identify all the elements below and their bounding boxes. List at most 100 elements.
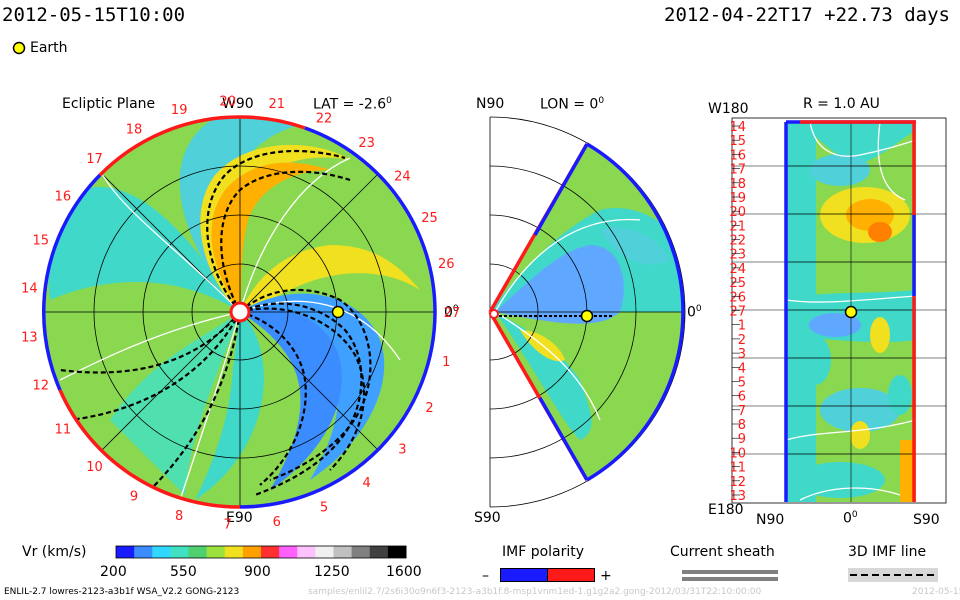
carrington-label: 10 bbox=[86, 460, 103, 475]
meridional-bottom-label: S90 bbox=[474, 510, 501, 526]
map-y-label: 12 bbox=[729, 475, 746, 490]
map-y-label: 27 bbox=[729, 305, 746, 320]
map-top-label: W180 bbox=[708, 101, 749, 117]
current-sheath-swatch-1 bbox=[682, 570, 778, 574]
map-y-label: 24 bbox=[729, 262, 746, 277]
earth-marker-map bbox=[844, 305, 858, 319]
map-y-label: 1 bbox=[738, 319, 746, 334]
colorbar-segment bbox=[134, 546, 153, 558]
colorbar-segment bbox=[387, 546, 407, 558]
carrington-label: 24 bbox=[394, 170, 411, 185]
map-polarity-edges bbox=[784, 120, 916, 502]
colorbar-tick-1: 550 bbox=[170, 564, 197, 580]
map-y-label: 6 bbox=[738, 390, 746, 405]
colorbar-label: Vr (km/s) bbox=[22, 544, 87, 560]
ecliptic-polarity-rim bbox=[41, 115, 437, 509]
imf-polarity-title: IMF polarity bbox=[502, 544, 585, 560]
map-y-label: 26 bbox=[729, 290, 746, 305]
map-y-label: 17 bbox=[729, 163, 746, 178]
colorbar-segment bbox=[152, 546, 171, 558]
run-start-date: 2012-04-22T17 +22.73 days bbox=[664, 4, 950, 26]
ecliptic-top-label: W90 bbox=[222, 96, 254, 112]
carrington-label: 2 bbox=[425, 401, 433, 416]
imf-minus-sign: – bbox=[482, 568, 489, 584]
carrington-label: 20 bbox=[219, 94, 236, 109]
colorbar-segment bbox=[242, 546, 262, 558]
map-y-label: 7 bbox=[738, 404, 746, 419]
colorbar-segment bbox=[279, 546, 298, 558]
imf-3d-title: 3D IMF line bbox=[848, 544, 927, 560]
earth-marker-ecliptic bbox=[331, 305, 345, 319]
map-bottom-label: E180 bbox=[708, 502, 744, 518]
map-x-label-south: S90 bbox=[913, 512, 940, 528]
carrington-label: 22 bbox=[316, 111, 333, 126]
colorbar-segment bbox=[224, 546, 244, 558]
earth-label: Earth bbox=[30, 40, 68, 56]
ecliptic-bottom-label: E90 bbox=[226, 510, 253, 526]
footer-run-path: samples/enlil2.7/2s6i30o9n6f3-2123-a3b1f… bbox=[308, 587, 762, 597]
colorbar-tick-0: 200 bbox=[100, 564, 127, 580]
colorbar-segment bbox=[315, 546, 335, 558]
carrington-label: 5 bbox=[320, 501, 328, 516]
ecliptic-imf-lines bbox=[59, 149, 372, 497]
colorbar-tick-4: 1600 bbox=[386, 564, 422, 580]
ecliptic-title: Ecliptic Plane bbox=[62, 96, 156, 112]
colorbar-segment bbox=[116, 546, 135, 558]
map-y-label: 13 bbox=[729, 489, 746, 504]
map-y-label: 11 bbox=[729, 461, 746, 476]
carrington-label: 16 bbox=[55, 190, 72, 205]
carrington-label: 21 bbox=[269, 97, 286, 112]
map-y-label: 18 bbox=[729, 177, 746, 192]
carrington-label: 15 bbox=[33, 234, 50, 249]
map-y-label: 15 bbox=[729, 134, 746, 149]
colorbar bbox=[115, 545, 407, 559]
colorbar-segment bbox=[369, 546, 389, 558]
carrington-label: 7 bbox=[224, 518, 232, 533]
carrington-label: 14 bbox=[21, 281, 38, 296]
map-title: R = 1.0 AU bbox=[803, 96, 880, 112]
map-x-label-zero: 00 bbox=[843, 510, 858, 527]
imf-plus-sign: + bbox=[600, 568, 612, 584]
map-y-label: 3 bbox=[738, 347, 746, 362]
map-y-labels: 1415161718192021222324252627123456789101… bbox=[729, 120, 746, 504]
carrington-label: 26 bbox=[438, 257, 455, 272]
carrington-label: 23 bbox=[358, 136, 375, 151]
colorbar-segment bbox=[206, 546, 226, 558]
imf-positive-swatch bbox=[547, 568, 595, 582]
simulation-date: 2012-05-15T10:00 bbox=[2, 4, 186, 26]
current-sheath-swatch-2 bbox=[682, 577, 778, 581]
colorbar-segment bbox=[297, 546, 316, 558]
colorbar-segment bbox=[261, 546, 280, 558]
map-y-label: 16 bbox=[729, 148, 746, 163]
imf-3d-swatch bbox=[848, 568, 938, 582]
carrington-label: 8 bbox=[175, 509, 183, 524]
carrington-label: 11 bbox=[55, 423, 72, 438]
carrington-label: 4 bbox=[362, 476, 370, 491]
earth-icon bbox=[12, 41, 26, 55]
map-y-label: 9 bbox=[738, 432, 746, 447]
carrington-label: 13 bbox=[21, 331, 38, 346]
carrington-label: 3 bbox=[398, 442, 406, 457]
map-y-label: 4 bbox=[738, 361, 746, 376]
ecliptic-lat-label: LAT = -2.60 bbox=[313, 96, 392, 113]
colorbar-segment bbox=[333, 546, 353, 558]
carrington-label: 19 bbox=[171, 103, 188, 118]
carrington-label: 18 bbox=[126, 122, 143, 137]
sun-marker bbox=[229, 301, 251, 323]
carrington-label: 27 bbox=[444, 306, 461, 321]
map-y-label: 23 bbox=[729, 248, 746, 263]
map-y-label: 14 bbox=[729, 120, 746, 135]
carrington-label: 6 bbox=[273, 515, 281, 530]
colorbar-tick-3: 1250 bbox=[314, 564, 350, 580]
map-y-label: 8 bbox=[738, 418, 746, 433]
map-y-label: 10 bbox=[729, 446, 746, 461]
footer-date: 2012-05-15 bbox=[912, 587, 960, 597]
map-y-label: 19 bbox=[729, 191, 746, 206]
carrington-label: 1 bbox=[442, 355, 450, 370]
footer-model-info: ENLIL-2.7 lowres-2123-a3b1f WSA_V2.2 GON… bbox=[4, 587, 240, 597]
